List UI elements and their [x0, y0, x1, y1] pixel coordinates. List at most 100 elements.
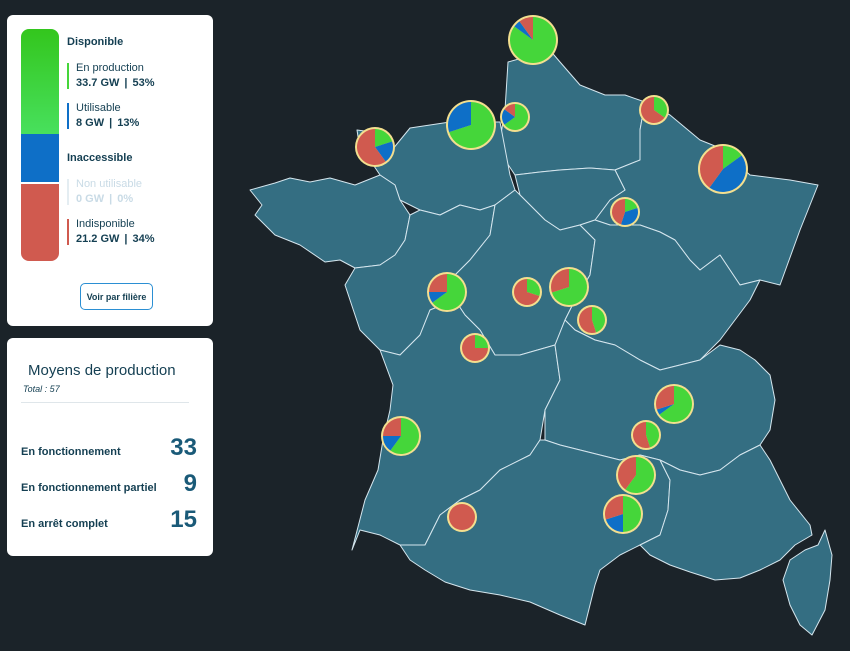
pie-slice-unavailable [357, 129, 386, 165]
pie-slice-production [659, 386, 692, 422]
pie-slice-unavailable [632, 422, 651, 449]
pie-slice-production [625, 457, 654, 493]
view-by-sector-button[interactable]: Voir par filière [80, 283, 153, 310]
pie-slice-unavailable [449, 504, 475, 530]
production-means-title: Moyens de production [28, 362, 176, 379]
pie-slice-production [432, 274, 465, 311]
region-corse[interactable] [782, 529, 833, 636]
pie-slice-usable [620, 207, 638, 225]
legend-non-utilisable: Non utilisable 0 GW | 0% [67, 177, 142, 207]
site-tricastin-pie[interactable] [603, 494, 643, 534]
pie-slice-production [390, 418, 419, 455]
legend-pct: 53% [132, 77, 155, 89]
production-means-panel: Moyens de production Total : 57 En fonct… [7, 338, 213, 556]
stat-row-stopped: En arrêt complet 15 [21, 506, 197, 534]
legend-gw: 8 GW [76, 117, 105, 129]
pie-slice-unavailable [612, 199, 625, 225]
capacity-bar-usable [21, 134, 59, 151]
pie-slice-production [646, 422, 660, 448]
legend-label: En production [76, 62, 144, 74]
stat-row-running: En fonctionnement 33 [21, 434, 197, 462]
available-title: Disponible [67, 36, 124, 48]
inaccessible-title: Inaccessible [67, 152, 133, 164]
pie-slice-unavailable [504, 104, 515, 117]
site-civaux-pie[interactable] [460, 333, 490, 363]
site-nogent-pie[interactable] [610, 197, 640, 227]
pie-slice-usable [375, 141, 393, 162]
region-bretagne[interactable] [249, 174, 411, 269]
pie-slice-usable [429, 292, 447, 303]
stat-value: 15 [170, 506, 197, 533]
pie-slice-production [723, 146, 742, 169]
site-chooz-pie[interactable] [639, 95, 669, 125]
pie-slice-usable [605, 514, 623, 532]
pie-slice-unavailable [605, 496, 623, 520]
capacity-bar-production [21, 29, 59, 134]
pie-slice-usable [709, 155, 746, 192]
legend-label: Non utilisable [76, 178, 143, 190]
capacity-panel: Disponible En production 33.7 GW | 53% Uti… [7, 15, 213, 326]
map-regions [249, 47, 833, 636]
site-paluel-pie[interactable] [446, 100, 496, 150]
pie-slice-production [504, 104, 528, 130]
legend-utilisable: Utilisable 8 GW | 13% [67, 101, 139, 131]
pie-slice-unavailable [618, 457, 636, 490]
site-blayais-pie[interactable] [381, 416, 421, 456]
site-saint-laurent-pie[interactable] [512, 277, 542, 307]
legend-gw: 21.2 GW [76, 233, 120, 245]
region-provence-alpes-cote-dazur[interactable] [639, 444, 813, 581]
site-gravelines-pie[interactable] [508, 15, 558, 65]
pie-slice-unavailable [700, 146, 723, 188]
site-cattenom-pie[interactable] [698, 144, 748, 194]
site-belleville-pie[interactable] [577, 305, 607, 335]
legend-label: Indisponible [76, 218, 135, 230]
region-occitanie[interactable] [399, 439, 671, 626]
legend-pct: 13% [117, 117, 140, 129]
pie-slice-production [551, 269, 587, 305]
site-golfech-pie[interactable] [447, 502, 477, 532]
pie-slice-production [510, 17, 557, 64]
pie-slice-unavailable [519, 17, 533, 40]
stat-row-partial: En fonctionnement partiel 9 [21, 470, 197, 498]
site-dampierre-pie[interactable] [549, 267, 589, 307]
pie-slice-usable [514, 21, 533, 40]
legend-pct: 0% [117, 193, 134, 205]
site-chinon-pie[interactable] [427, 272, 467, 312]
capacity-bar-unavailable [21, 184, 59, 261]
pie-slice-unavailable [429, 274, 447, 292]
divider [21, 402, 189, 403]
pie-slice-production [654, 97, 668, 118]
stat-value: 33 [170, 434, 197, 461]
stat-label: En fonctionnement partiel [21, 482, 157, 494]
pie-slice-usable [502, 109, 515, 125]
stat-label: En arrêt complet [21, 518, 108, 530]
pie-slice-unavailable [579, 307, 597, 333]
pie-slice-production [475, 335, 488, 348]
pie-slice-production [375, 129, 393, 147]
legend-pct: 34% [132, 233, 155, 245]
legend-gw: 0 GW [76, 193, 105, 205]
pie-slice-unavailable [641, 97, 665, 123]
site-penly-pie[interactable] [500, 102, 530, 132]
pie-slice-production [527, 279, 540, 297]
legend-label: Utilisable [76, 102, 121, 114]
pie-slice-unavailable [462, 335, 488, 361]
pie-slice-production [449, 102, 494, 148]
pie-slice-usable [383, 436, 401, 451]
pie-slice-unavailable [656, 386, 674, 410]
stat-label: En fonctionnement [21, 446, 121, 458]
site-saint-alban-pie[interactable] [631, 420, 661, 450]
pie-slice-usable [656, 404, 674, 415]
production-total: Total : 57 [23, 384, 60, 394]
site-flamanville-pie[interactable] [355, 127, 395, 167]
legend-indisponible: Indisponible 21.2 GW | 34% [67, 217, 155, 247]
pie-slice-production [592, 307, 605, 333]
pie-slice-unavailable [383, 418, 401, 436]
capacity-bar-gap [21, 151, 59, 182]
pie-slice-unavailable [551, 269, 569, 293]
site-cruas-pie[interactable] [616, 455, 656, 495]
production-sites-layer [355, 15, 748, 534]
legend-en-production: En production 33.7 GW | 53% [67, 61, 155, 91]
site-bugey-pie[interactable] [654, 384, 694, 424]
